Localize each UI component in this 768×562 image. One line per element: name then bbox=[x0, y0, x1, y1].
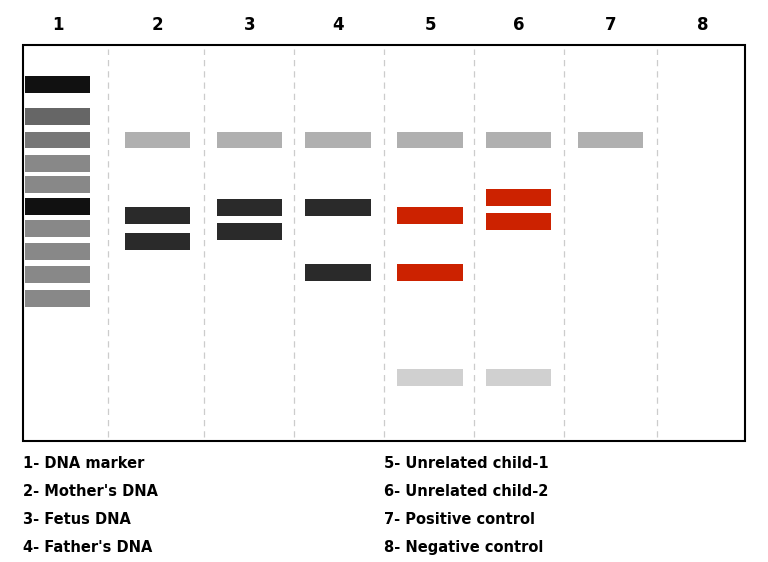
Bar bbox=[486, 189, 551, 206]
Bar bbox=[217, 199, 283, 216]
Text: 3: 3 bbox=[243, 16, 256, 34]
Text: 7- Positive control: 7- Positive control bbox=[384, 513, 535, 527]
Bar bbox=[25, 198, 91, 215]
Bar bbox=[306, 264, 371, 281]
Bar bbox=[306, 199, 371, 216]
Bar bbox=[124, 233, 190, 250]
Bar bbox=[23, 45, 745, 441]
Bar bbox=[25, 243, 91, 260]
Text: 5- Unrelated child-1: 5- Unrelated child-1 bbox=[384, 456, 548, 471]
Text: 6: 6 bbox=[513, 16, 524, 34]
Bar bbox=[25, 290, 91, 307]
Bar bbox=[25, 108, 91, 125]
Bar bbox=[124, 132, 190, 148]
Bar bbox=[398, 264, 462, 281]
Bar bbox=[486, 132, 551, 148]
Bar bbox=[398, 369, 462, 386]
Bar bbox=[578, 132, 644, 148]
Bar bbox=[25, 176, 91, 193]
Text: 4: 4 bbox=[332, 16, 344, 34]
Bar bbox=[124, 207, 190, 224]
Bar bbox=[25, 220, 91, 237]
Text: 2: 2 bbox=[151, 16, 164, 34]
Text: 6- Unrelated child-2: 6- Unrelated child-2 bbox=[384, 484, 548, 499]
Text: 2- Mother's DNA: 2- Mother's DNA bbox=[23, 484, 158, 499]
Bar bbox=[25, 132, 91, 148]
Bar bbox=[217, 223, 283, 239]
Bar bbox=[25, 155, 91, 172]
Text: 4- Father's DNA: 4- Father's DNA bbox=[23, 541, 152, 555]
Text: 7: 7 bbox=[604, 16, 617, 34]
Text: 1: 1 bbox=[52, 16, 63, 34]
Bar bbox=[486, 369, 551, 386]
Bar bbox=[25, 76, 91, 93]
Bar bbox=[398, 207, 462, 224]
Text: 1- DNA marker: 1- DNA marker bbox=[23, 456, 144, 471]
Text: 5: 5 bbox=[425, 16, 435, 34]
Text: 8: 8 bbox=[697, 16, 708, 34]
Bar bbox=[25, 266, 91, 283]
Bar bbox=[217, 132, 283, 148]
Text: 3- Fetus DNA: 3- Fetus DNA bbox=[23, 513, 131, 527]
Bar bbox=[306, 132, 371, 148]
Bar bbox=[486, 213, 551, 230]
Text: 8- Negative control: 8- Negative control bbox=[384, 541, 544, 555]
Bar bbox=[398, 132, 462, 148]
